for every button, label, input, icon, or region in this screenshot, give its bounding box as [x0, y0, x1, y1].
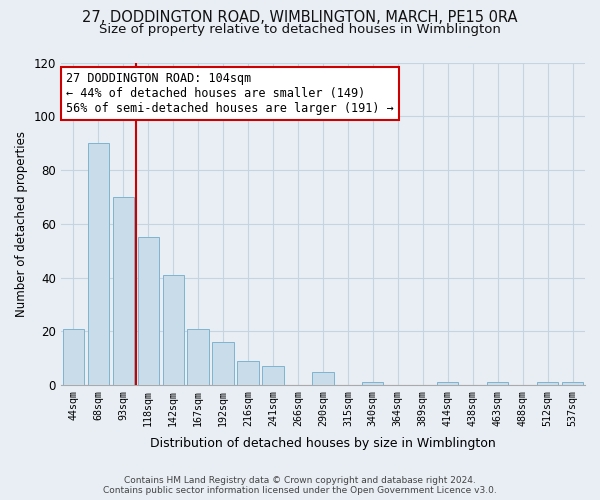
Bar [88, 143, 109, 385]
Bar [262, 366, 284, 385]
Bar [537, 382, 558, 385]
Bar [487, 382, 508, 385]
Y-axis label: Number of detached properties: Number of detached properties [15, 131, 28, 317]
Bar [62, 328, 84, 385]
Bar [212, 342, 233, 385]
Bar [163, 275, 184, 385]
Text: Contains HM Land Registry data © Crown copyright and database right 2024.
Contai: Contains HM Land Registry data © Crown c… [103, 476, 497, 495]
Bar [312, 372, 334, 385]
Bar [113, 197, 134, 385]
Bar [238, 361, 259, 385]
Bar [137, 237, 159, 385]
X-axis label: Distribution of detached houses by size in Wimblington: Distribution of detached houses by size … [150, 437, 496, 450]
Text: 27, DODDINGTON ROAD, WIMBLINGTON, MARCH, PE15 0RA: 27, DODDINGTON ROAD, WIMBLINGTON, MARCH,… [82, 10, 518, 25]
Text: Size of property relative to detached houses in Wimblington: Size of property relative to detached ho… [99, 22, 501, 36]
Text: 27 DODDINGTON ROAD: 104sqm
← 44% of detached houses are smaller (149)
56% of sem: 27 DODDINGTON ROAD: 104sqm ← 44% of deta… [66, 72, 394, 115]
Bar [187, 328, 209, 385]
Bar [362, 382, 383, 385]
Bar [562, 382, 583, 385]
Bar [437, 382, 458, 385]
